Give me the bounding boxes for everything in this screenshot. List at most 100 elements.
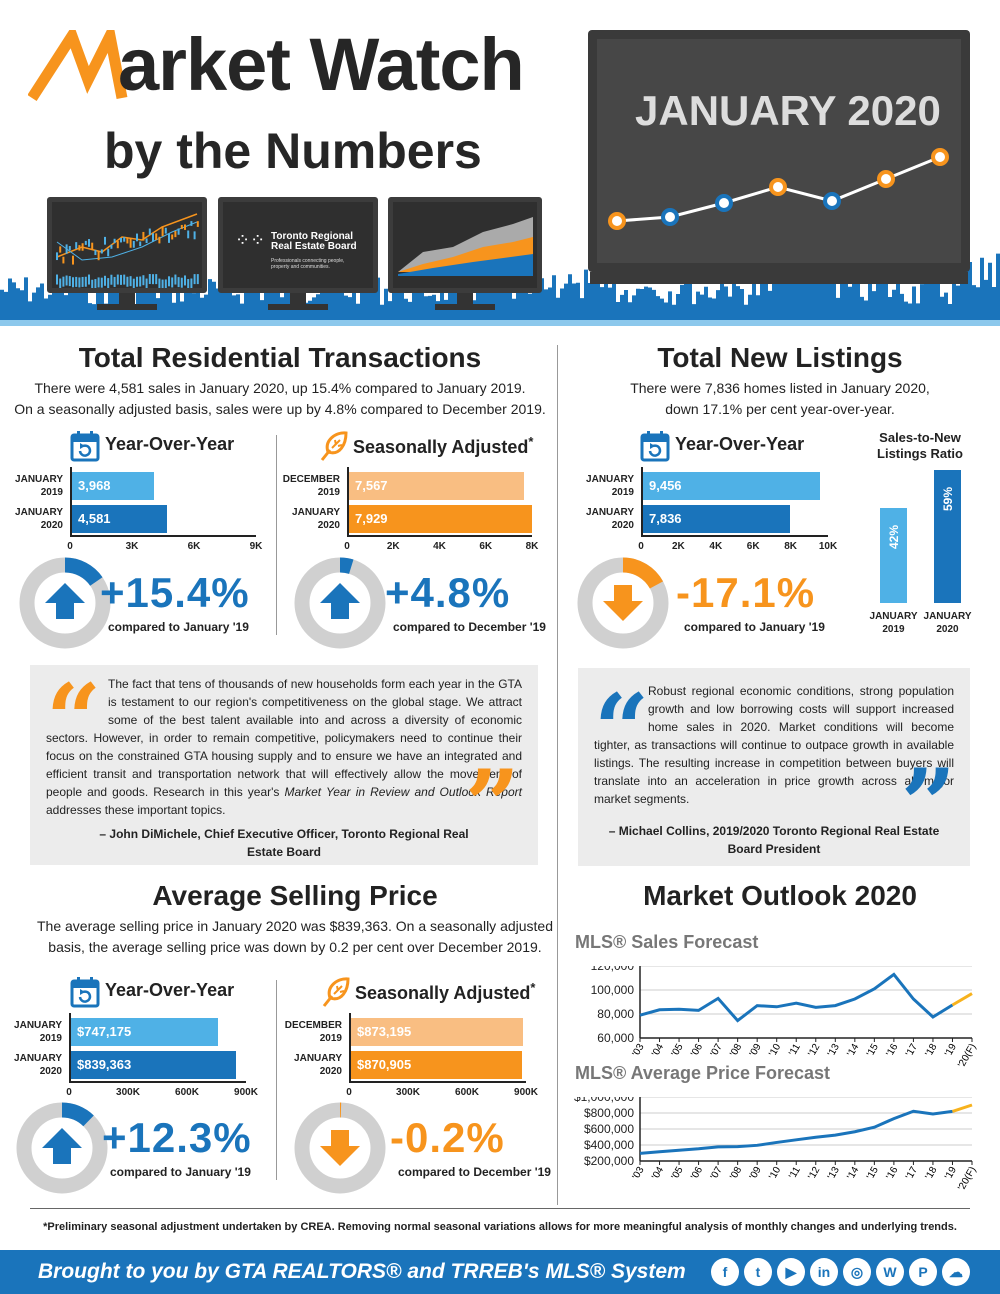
price-sa-axis: [349, 1013, 526, 1083]
donut-arc: [19, 557, 111, 649]
bar: $839,363: [71, 1051, 237, 1079]
instagram-icon[interactable]: ◎: [843, 1258, 871, 1286]
ratio-value: 42%: [886, 525, 901, 550]
page-subtitle: by the Numbers: [104, 123, 482, 179]
header-divider: [0, 320, 1000, 326]
axis-tick-label: 600K: [175, 1087, 199, 1098]
facebook-icon[interactable]: f: [711, 1258, 739, 1286]
axis-tick-label: 0: [346, 1087, 352, 1098]
x-tick-label: '11: [787, 1042, 803, 1059]
wordpress-icon[interactable]: W: [876, 1258, 904, 1286]
x-tick-label: '05: [670, 1165, 686, 1182]
x-tick-label: '17: [904, 1042, 920, 1059]
x-tick-label: '04: [650, 1165, 666, 1182]
forecast-series-line: [952, 1103, 973, 1113]
forecast-series-line: [951, 992, 973, 1007]
twitter-icon[interactable]: t: [744, 1258, 772, 1286]
change-percent: +4.8%: [385, 569, 511, 616]
category-label: JANUARY 2019JANUARY2019: [15, 474, 63, 498]
axis-tick-label: 2K: [671, 541, 685, 552]
actual-series-line: [639, 1109, 953, 1155]
axis-tick-label: 3K: [125, 541, 139, 552]
x-tick-label: '09: [748, 1042, 764, 1059]
sales-sa-axis: [347, 467, 532, 537]
change-donut: [19, 557, 111, 649]
x-tick-label: '10: [767, 1042, 783, 1059]
subsection-divider: [276, 980, 277, 1180]
y-tick-label: $800,000: [584, 1106, 634, 1120]
x-tick-label: '10: [767, 1165, 783, 1182]
donut-arc: [294, 557, 386, 649]
x-tick-label: '13: [826, 1165, 842, 1182]
calendar-refresh-icon: [640, 430, 670, 462]
category-label: DECEMBER 2019DECEMBER2019: [284, 1020, 342, 1044]
footer-text: Brought to you by GTA REALTORS® and TRRE…: [38, 1260, 686, 1283]
arrow-up-icon: [42, 1128, 82, 1164]
change-comparison: compared to January '19: [684, 620, 825, 634]
axis-tick-label: 4K: [709, 541, 723, 552]
mls-sales-chart: 60,00080,000100,000120,000'03'04'05'06'0…: [591, 966, 979, 1070]
soundcloud-icon[interactable]: ☁: [942, 1258, 970, 1286]
axis-tick-label: 900K: [514, 1087, 538, 1098]
axis-tick-label: 6K: [746, 541, 760, 552]
page-title: arket Watch: [118, 23, 525, 106]
axis-tick-label: 0: [344, 541, 350, 552]
pinterest-icon[interactable]: P: [909, 1258, 937, 1286]
change-percent: -0.2%: [390, 1114, 505, 1161]
x-tick-label: '19: [943, 1165, 959, 1182]
x-tick-label: '17: [904, 1165, 920, 1182]
youtube-icon[interactable]: ▶: [777, 1258, 805, 1286]
category-label: JANUARY 2020JANUARY2020: [15, 507, 63, 531]
subsection-title: Year-Over-Year: [675, 434, 805, 454]
price-desc-1: The average selling price in January 202…: [37, 918, 553, 934]
x-tick-label: '07: [709, 1165, 725, 1182]
y-tick-label: $600,000: [584, 1122, 634, 1136]
trreb-logo: Toronto Regional Real Estate Board: [271, 231, 357, 252]
outlook-title: Market Outlook 2020: [643, 880, 917, 911]
axis-tick-label: 0: [66, 1087, 72, 1098]
linkedin-icon[interactable]: in: [810, 1258, 838, 1286]
bar: 3,968: [72, 472, 154, 500]
quote-author: – John DiMichele, Chief Executive Office…: [99, 827, 469, 859]
arrow-down-icon: [603, 585, 643, 621]
x-tick-label: '12: [806, 1042, 822, 1059]
ratio-bar: 42%: [880, 508, 907, 603]
subsection-title: Year-Over-Year: [105, 434, 235, 454]
quote-text: Robust regional economic conditions, str…: [594, 684, 954, 806]
transactions-desc-2: On a seasonally adjusted basis, sales we…: [14, 401, 546, 417]
change-comparison: compared to January '19: [110, 1165, 251, 1179]
listings-desc-1: There were 7,836 homes listed in January…: [630, 380, 930, 396]
x-tick-label: '15: [865, 1042, 881, 1059]
change-percent: -17.1%: [676, 569, 816, 616]
trend-line-icon: [608, 148, 949, 230]
category-label: JANUARY 2020JANUARY2020: [292, 507, 340, 531]
change-comparison: compared to December '19: [393, 620, 546, 634]
y-tick-label: $200,000: [584, 1154, 634, 1168]
bar: 7,836: [643, 505, 790, 533]
category-label: JANUARY 2020JANUARY2020: [14, 1053, 62, 1077]
calendar-refresh-icon: [70, 430, 100, 462]
change-percent: +15.4%: [100, 569, 250, 616]
x-tick-label: '07: [709, 1042, 725, 1059]
subsection-divider: [276, 435, 277, 635]
monitor-area-chart: [388, 197, 542, 293]
subsection-title: Seasonally Adjusted*: [353, 434, 534, 457]
column-divider: [557, 345, 558, 1205]
x-tick-label: '11: [787, 1165, 803, 1182]
x-tick-label: '18: [923, 1042, 939, 1059]
mls-price-title: MLS® Average Price Forecast: [575, 1063, 831, 1083]
period-screen: JANUARY 2020: [588, 30, 970, 272]
actual-series-line: [639, 972, 954, 1023]
ratio-category-label: JANUARY 2019: [869, 611, 918, 635]
donut-arc: [577, 557, 669, 649]
axis-tick-label: 10K: [818, 541, 838, 552]
open-quote-icon: “: [594, 673, 650, 786]
category-label: JANUARY 2019JANUARY2019: [14, 1020, 62, 1044]
axis-tick-label: 6K: [187, 541, 201, 552]
axis-tick-label: 8K: [784, 541, 797, 552]
y-tick-label: $400,000: [584, 1138, 634, 1152]
y-tick-label: $1,000,000: [574, 1097, 634, 1104]
open-quote-icon: “: [46, 663, 102, 776]
area-chart-icon: [398, 217, 533, 276]
y-tick-label: 80,000: [597, 1007, 634, 1021]
